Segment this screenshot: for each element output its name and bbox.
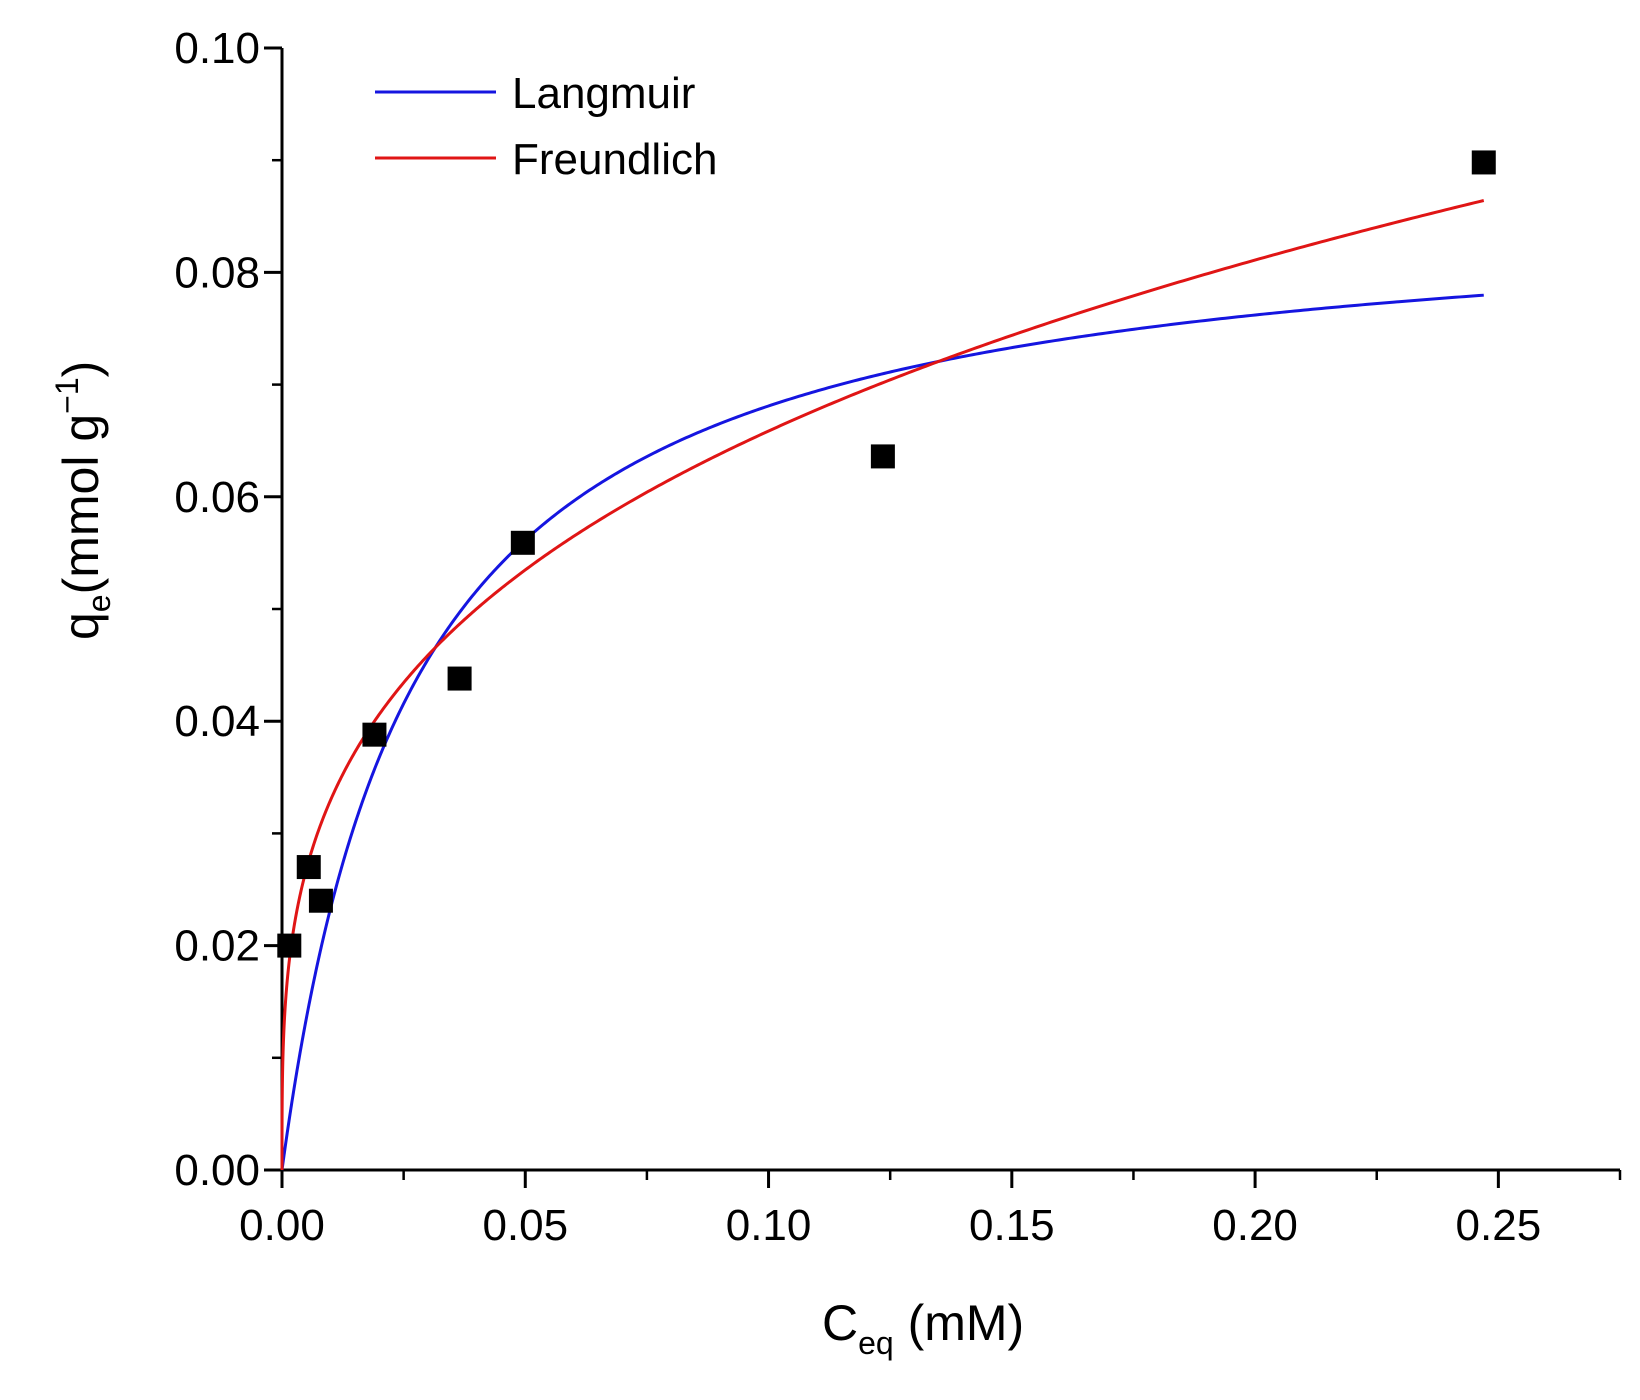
curve-freundlich (280, 199, 1485, 1170)
x-tick-label: 0.15 (969, 1201, 1055, 1250)
y-tick-label: 0.04 (174, 697, 260, 746)
y-tick-label: 0.06 (174, 473, 260, 522)
legend-label-langmuir: Langmuir (512, 69, 695, 118)
x-axis-title-rest: (mM) (894, 1295, 1025, 1351)
y-axis-title-sub: e (81, 594, 117, 612)
legend-label-freundlich: Freundlich (512, 135, 717, 184)
x-tick-label: 0.05 (482, 1201, 568, 1250)
y-tick-label: 0.02 (174, 922, 260, 971)
y-axis-title-sup: −1 (49, 377, 85, 413)
x-tick-label: 0.10 (726, 1201, 812, 1250)
x-axis-title: Ceq (mM) (822, 1295, 1024, 1361)
y-axis-title-main: q (53, 612, 109, 640)
x-axis-title-main: C (822, 1295, 858, 1351)
legend: Langmuir Freundlich (375, 69, 717, 184)
y-tick-label: 0.00 (174, 1146, 260, 1195)
data-point (510, 530, 535, 555)
data-point (1471, 150, 1496, 175)
y-tick-label: 0.10 (174, 24, 260, 73)
y-tick-label: 0.08 (174, 248, 260, 297)
x-tick-label: 0.00 (239, 1201, 325, 1250)
y-axis-title-rest: (mmol g (53, 414, 109, 595)
x-axis-ticks: 0.00 0.05 0.10 0.15 0.20 0.25 (239, 1170, 1622, 1250)
data-point (362, 722, 387, 747)
data-points (277, 150, 1496, 958)
data-point (870, 444, 895, 469)
y-axis-title: qe(mmol g−1) (49, 361, 117, 640)
x-tick-label: 0.20 (1212, 1201, 1298, 1250)
y-axis-ticks: 0.00 0.02 0.04 0.06 0.08 0.10 (174, 24, 282, 1195)
data-point (447, 666, 472, 691)
x-axis-title-sub: eq (858, 1325, 894, 1361)
curve-langmuir (280, 293, 1484, 1171)
data-point (308, 888, 333, 913)
data-point (296, 855, 321, 880)
fit-curves (280, 199, 1485, 1171)
y-axis-title-close: ) (53, 361, 109, 378)
x-tick-label: 0.25 (1456, 1201, 1542, 1250)
data-point (277, 933, 302, 958)
